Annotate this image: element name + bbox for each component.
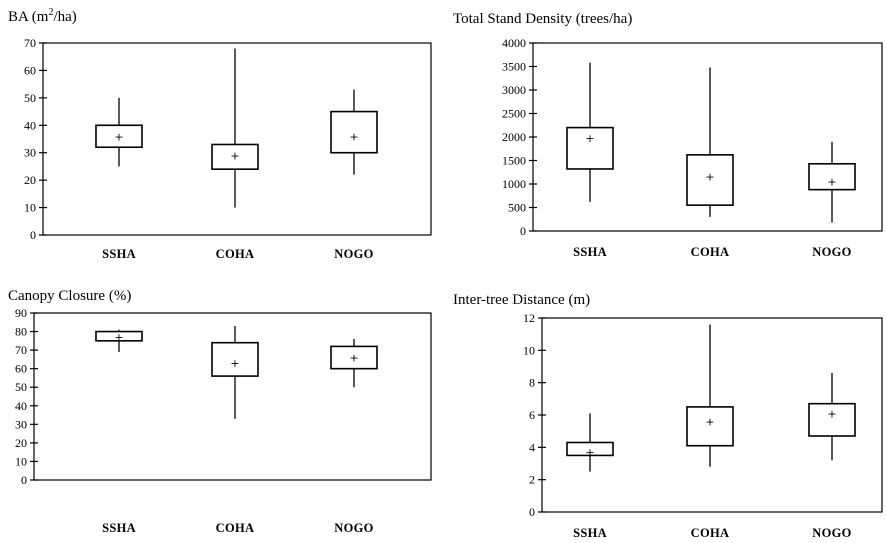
- chart-title: Canopy Closure (%): [8, 288, 131, 304]
- y-tick-label: 20: [24, 173, 36, 187]
- y-tick-label: 2000: [502, 130, 526, 144]
- mean-marker: +: [114, 130, 123, 143]
- y-tick-label: 0: [529, 505, 535, 519]
- mean-marker: +: [585, 132, 594, 145]
- category-label: NOGO: [334, 521, 373, 535]
- y-tick-label: 40: [24, 118, 36, 132]
- mean-marker: +: [827, 176, 836, 189]
- y-tick-label: 70: [24, 36, 36, 50]
- y-tick-label: 6: [529, 408, 535, 422]
- box-nogo: +: [330, 89, 378, 175]
- y-tick-label: 50: [24, 91, 36, 105]
- iqr-box: [686, 154, 734, 206]
- box-nogo: +: [330, 338, 378, 388]
- box-ssha: +: [95, 97, 143, 167]
- box-coha: +: [686, 67, 734, 217]
- box-coha: +: [211, 48, 259, 208]
- y-tick-label: 3500: [502, 60, 526, 74]
- panel-3: Canopy Closure (%) 0 10 20 30 40 50 60 70 80 90 SSH…: [8, 288, 432, 535]
- y-tick-label: 40: [15, 399, 27, 413]
- iqr-box: [686, 406, 734, 447]
- plot-frame: [42, 42, 432, 236]
- box-coha: +: [211, 325, 259, 419]
- mean-marker: +: [230, 357, 239, 370]
- box-coha: +: [686, 324, 734, 467]
- y-tick-label: 0: [520, 224, 526, 238]
- iqr-box: [95, 330, 143, 342]
- y-tick-label: 60: [24, 63, 36, 77]
- iqr-box: [566, 441, 614, 457]
- category-label: SSHA: [573, 245, 607, 259]
- box-nogo: +: [808, 372, 856, 461]
- y-tick-label: 4: [529, 440, 535, 454]
- y-tick-label: 1000: [502, 177, 526, 191]
- y-tick-label: 80: [15, 325, 27, 339]
- category-label: COHA: [691, 245, 730, 259]
- category-label: SSHA: [102, 521, 136, 535]
- category-label: NOGO: [812, 526, 851, 540]
- y-tick-label: 50: [15, 380, 27, 394]
- iqr-box: [808, 402, 856, 437]
- y-tick-label: 60: [15, 362, 27, 376]
- box-ssha: +: [566, 62, 614, 202]
- iqr-box: [566, 126, 614, 170]
- iqr-box: [211, 341, 259, 377]
- mean-marker: +: [705, 170, 714, 183]
- iqr-box: [808, 162, 856, 191]
- mean-marker: +: [827, 407, 836, 420]
- mean-marker: +: [349, 352, 358, 365]
- chart-title: BA (m2/ha): [8, 7, 77, 25]
- category-label: COHA: [216, 247, 255, 261]
- iqr-box: [330, 110, 378, 154]
- y-tick-label: 3000: [502, 83, 526, 97]
- y-tick-label: 10: [523, 343, 535, 357]
- mean-marker: +: [585, 446, 594, 459]
- plot-frame: [33, 312, 432, 481]
- panel-2: Total Stand Density (trees/ha) 0 500 1000 15…: [453, 11, 883, 259]
- y-tick-label: 0: [21, 473, 27, 487]
- mean-marker: +: [349, 130, 358, 143]
- y-tick-label: 30: [15, 417, 27, 431]
- y-tick-label: 4000: [502, 36, 526, 50]
- category-label: COHA: [691, 526, 730, 540]
- mean-marker: +: [705, 415, 714, 428]
- y-tick-label: 12: [523, 311, 535, 325]
- box-ssha: +: [95, 329, 143, 352]
- y-tick-label: 500: [508, 201, 526, 215]
- category-label: COHA: [216, 521, 255, 535]
- y-tick-label: 30: [24, 146, 36, 160]
- y-tick-label: 10: [24, 201, 36, 215]
- category-label: SSHA: [573, 526, 607, 540]
- iqr-box: [95, 124, 143, 149]
- category-label: SSHA: [102, 247, 136, 261]
- box-nogo: +: [808, 141, 856, 223]
- y-tick-label: 90: [15, 306, 27, 320]
- y-tick-label: 70: [15, 343, 27, 357]
- category-label: NOGO: [812, 245, 851, 259]
- y-tick-label: 2500: [502, 107, 526, 121]
- y-tick-label: 8: [529, 376, 535, 390]
- iqr-box: [211, 143, 259, 170]
- iqr-box: [330, 345, 378, 370]
- chart-title: Inter-tree Distance (m): [453, 292, 590, 308]
- box-ssha: +: [566, 413, 614, 472]
- y-tick-label: 10: [15, 454, 27, 468]
- y-tick-label: 20: [15, 436, 27, 450]
- y-tick-label: 2: [529, 473, 535, 487]
- y-tick-label: 0: [30, 228, 36, 242]
- mean-marker: +: [114, 331, 123, 344]
- y-tick-label: 1500: [502, 154, 526, 168]
- panel-1: BA (m2/ha) 0 10 20 30 40 50 60 70 SSHA COHA NOGO + + +: [8, 7, 432, 261]
- category-label: NOGO: [334, 247, 373, 261]
- panel-4: Inter-tree Distance (m) 0 2 4 6 8 10 12 SSHA COHA…: [453, 292, 883, 540]
- mean-marker: +: [230, 149, 239, 162]
- chart-title: Total Stand Density (trees/ha): [453, 11, 632, 27]
